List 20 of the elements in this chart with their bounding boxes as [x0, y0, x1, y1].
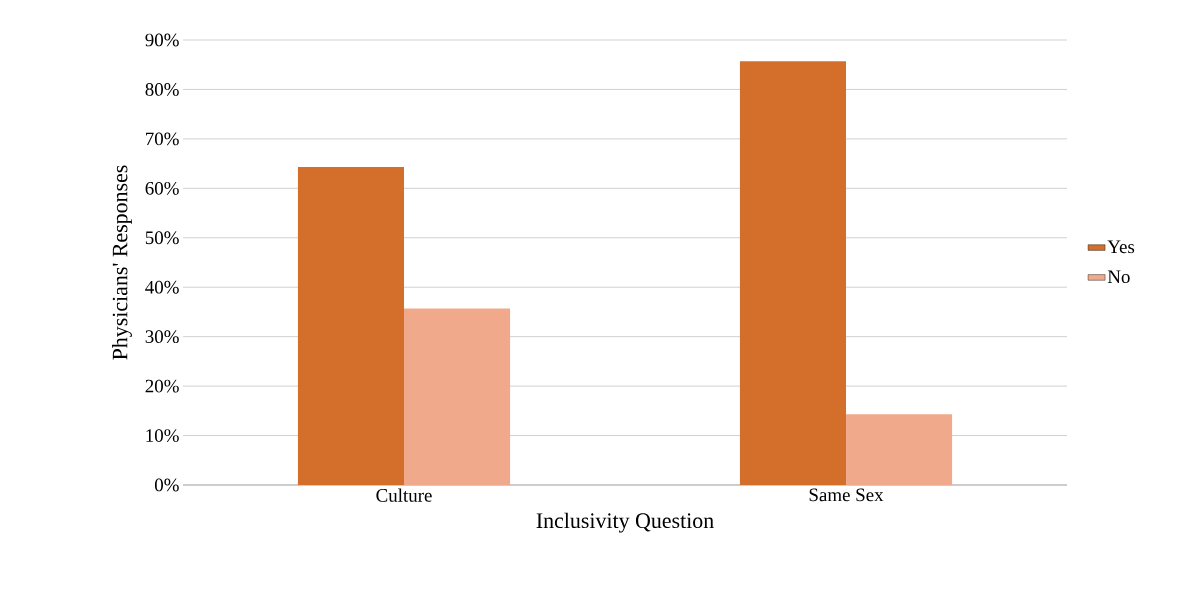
y-tick-label: 50%: [145, 231, 179, 245]
x-tick-label: Same Sex: [809, 488, 884, 502]
bar: [404, 308, 511, 485]
y-tick-label: 30%: [145, 330, 179, 344]
y-tick-label: 0%: [154, 478, 179, 492]
legend-label: No: [1107, 270, 1130, 284]
y-axis-title: Physicians' Responses: [112, 165, 132, 360]
y-tick-label: 60%: [145, 181, 179, 195]
y-tick-label: 70%: [146, 132, 179, 146]
y-tick-label: 20%: [145, 379, 179, 393]
legend-label: Yes: [1107, 240, 1135, 254]
y-tick-label: 10%: [146, 429, 179, 442]
x-tick-label: Culture: [376, 488, 432, 502]
y-tick-label: 90%: [145, 33, 179, 47]
x-axis-title: Inclusivity Question: [536, 512, 714, 533]
bar: [297, 167, 404, 485]
y-tick-label: 80%: [145, 83, 179, 96]
bar: [739, 61, 847, 485]
y-tick-label: 40%: [145, 280, 179, 294]
bar: [846, 414, 953, 485]
